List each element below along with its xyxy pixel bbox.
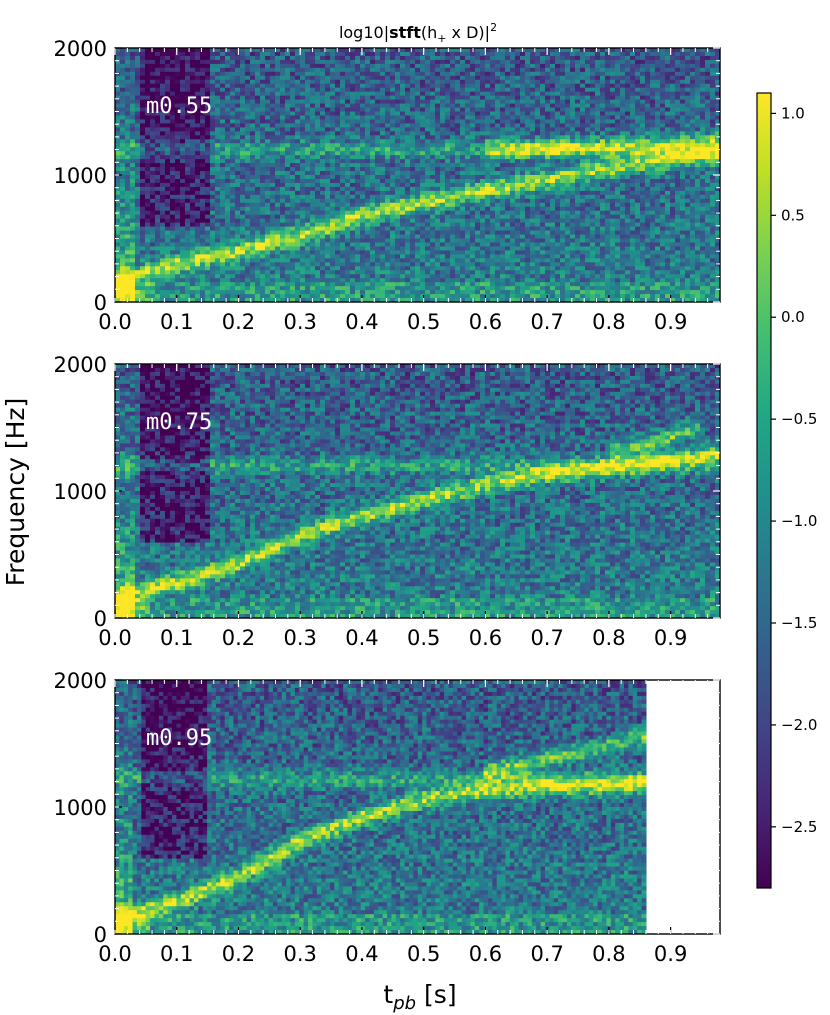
x-tick-label: 0.8 — [592, 626, 625, 650]
x-tick-label: 0.9 — [654, 626, 687, 650]
x-tick-label: 0.0 — [98, 626, 131, 650]
x-tick-label: 0.7 — [530, 626, 563, 650]
y-tick-label: 1000 — [54, 796, 107, 820]
panel-1: 0.0 0.1 0.2 0.3 0.4 0.5 0.6 0.7 0.8 0.9 0 1000 2000 m… — [54, 37, 721, 334]
colorbar-gradient — [756, 92, 772, 889]
panel-2: 0.0 0.1 0.2 0.3 0.4 0.5 0.6 0.7 0.8 0.9 0 1000 2000 m… — [54, 353, 721, 650]
x-tick-label: 0.4 — [345, 626, 378, 650]
x-tick-label: 0.5 — [407, 942, 440, 966]
x-tick-label: 0.2 — [222, 626, 255, 650]
panels-group: 0.0 0.1 0.2 0.3 0.4 0.5 0.6 0.7 0.8 0.9 0 1000 2000 m… — [54, 37, 721, 966]
x-tick-label: 0.5 — [407, 310, 440, 334]
colorbar-tick-label: −2.0 — [781, 716, 817, 734]
y-tick-label: 2000 — [54, 353, 107, 377]
x-tick-label: 0.3 — [284, 942, 317, 966]
colorbar-tick-label: 0.0 — [781, 308, 805, 326]
x-tick-label: 0.3 — [284, 310, 317, 334]
x-tick-label: 0.7 — [530, 310, 563, 334]
x-tick-label: 0.5 — [407, 626, 440, 650]
panel-label: m0.55 — [146, 94, 212, 119]
x-tick-label: 0.6 — [469, 942, 502, 966]
x-tick-label: 0.2 — [222, 310, 255, 334]
x-tick-label: 0.9 — [654, 310, 687, 334]
colorbar-tick-label: 0.5 — [781, 206, 805, 224]
y-tick-label: 0 — [94, 607, 107, 631]
colorbar-ticks: 1.0 0.5 0.0 −0.5 −1.0 −1.5 −2.0 −2.5 — [771, 104, 817, 836]
y-tick-label: 2000 — [54, 37, 107, 61]
x-tick-label: 0.9 — [654, 942, 687, 966]
y-tick-label: 1000 — [54, 164, 107, 188]
x-axis-label: tpb [s] — [383, 980, 456, 1014]
y-tick-label: 0 — [94, 923, 107, 947]
x-tick-label: 0.2 — [222, 942, 255, 966]
x-tick-label: 0.6 — [469, 310, 502, 334]
panel-label: m0.75 — [146, 410, 212, 435]
x-tick-label: 0.1 — [160, 942, 193, 966]
heatmap-cells — [115, 48, 720, 302]
x-tick-label: 0.1 — [160, 626, 193, 650]
colorbar: 1.0 0.5 0.0 −0.5 −1.0 −1.5 −2.0 −2.5 — [756, 92, 817, 889]
y-tick-label: 1000 — [54, 480, 107, 504]
colorbar-tick-label: −0.5 — [781, 410, 817, 428]
panel-3: 0.0 0.1 0.2 0.3 0.4 0.5 0.6 0.7 0.8 0.9 0 1000 2000 m… — [54, 669, 721, 966]
x-tick-label: 0.0 — [98, 942, 131, 966]
y-axis-label: Frequency [Hz] — [1, 398, 30, 587]
colorbar-tick-label: −1.5 — [781, 614, 817, 632]
colorbar-tick-label: −1.0 — [781, 512, 817, 530]
x-tick-label: 0.8 — [592, 310, 625, 334]
heatmap-cells — [115, 364, 720, 618]
x-tick-label: 0.8 — [592, 942, 625, 966]
x-tick-label: 0.3 — [284, 626, 317, 650]
figure-title: log10|stft(h+ x D)|2 — [339, 21, 497, 45]
colorbar-tick-label: −2.5 — [781, 818, 817, 836]
panel-label: m0.95 — [146, 726, 212, 751]
y-tick-label: 0 — [94, 291, 107, 315]
x-tick-label: 0.4 — [345, 942, 378, 966]
colorbar-tick-label: 1.0 — [781, 104, 805, 122]
x-tick-label: 0.4 — [345, 310, 378, 334]
heatmap-cells — [115, 680, 647, 934]
x-tick-label: 0.0 — [98, 310, 131, 334]
x-tick-label: 0.7 — [530, 942, 563, 966]
y-tick-label: 2000 — [54, 669, 107, 693]
x-tick-label: 0.1 — [160, 310, 193, 334]
x-tick-label: 0.6 — [469, 626, 502, 650]
